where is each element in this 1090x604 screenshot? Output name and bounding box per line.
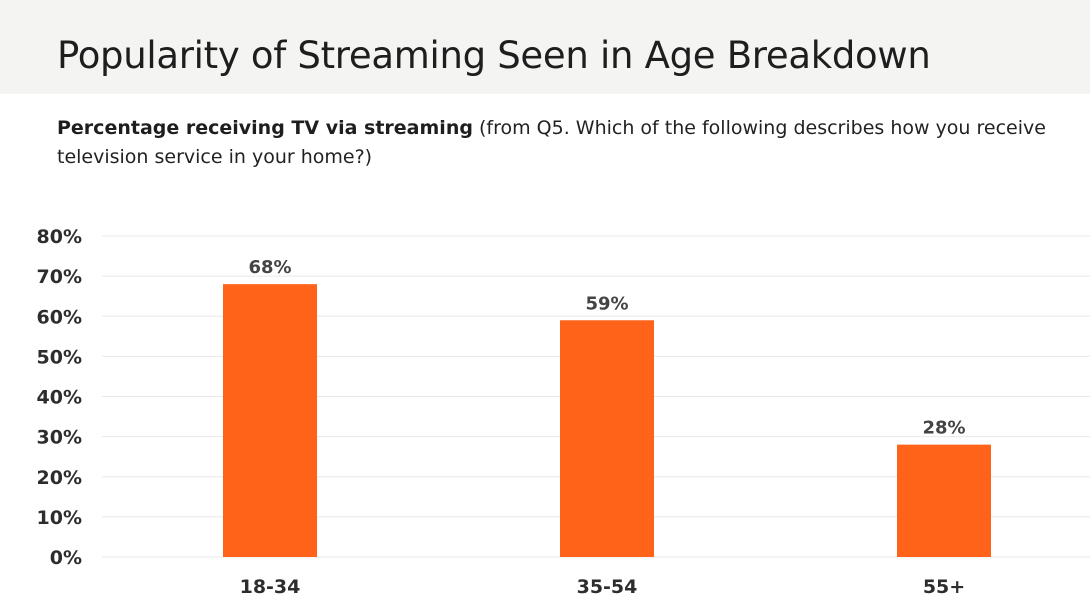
x-tick-label: 18-34 <box>240 576 301 598</box>
subtitle-emphasis: Percentage receiving TV via streaming <box>57 117 473 139</box>
data-label: 28% <box>922 418 965 439</box>
y-tick-label: 70% <box>37 266 82 288</box>
y-tick-label: 10% <box>37 507 82 529</box>
y-tick-label: 40% <box>37 387 82 409</box>
x-tick-label: 35-54 <box>577 576 638 598</box>
bar-55+ <box>897 444 991 557</box>
subtitle-question: (from Q5. Which of the following describ… <box>57 117 1046 168</box>
data-labels: 68% 59% 28% <box>248 257 965 439</box>
bars <box>223 284 991 557</box>
chart-area: 68% 59% 28% 0% 10% 20% 30% 40% 50% 60% 70% 80% 18-… <box>0 210 1090 604</box>
data-label: 59% <box>585 293 628 314</box>
y-tick-label: 0% <box>50 547 82 569</box>
data-label: 68% <box>248 257 291 278</box>
y-tick-label: 50% <box>37 346 82 368</box>
bar-chart: 68% 59% 28% 0% 10% 20% 30% 40% 50% 60% 70% 80% 18-… <box>37 226 1090 598</box>
y-tick-label: 20% <box>37 467 82 489</box>
bar-18-34 <box>223 284 317 557</box>
chart-subtitle: Percentage receiving TV via streaming (f… <box>57 114 1067 172</box>
page-title: Popularity of Streaming Seen in Age Brea… <box>57 34 931 77</box>
y-axis: 0% 10% 20% 30% 40% 50% 60% 70% 80% <box>37 226 82 569</box>
x-axis: 18-34 35-54 55+ <box>240 576 966 598</box>
y-tick-label: 60% <box>37 306 82 328</box>
x-tick-label: 55+ <box>923 576 965 598</box>
y-tick-label: 30% <box>37 427 82 449</box>
y-tick-label: 80% <box>37 226 82 248</box>
title-band <box>0 0 1090 94</box>
bar-35-54 <box>560 320 654 557</box>
